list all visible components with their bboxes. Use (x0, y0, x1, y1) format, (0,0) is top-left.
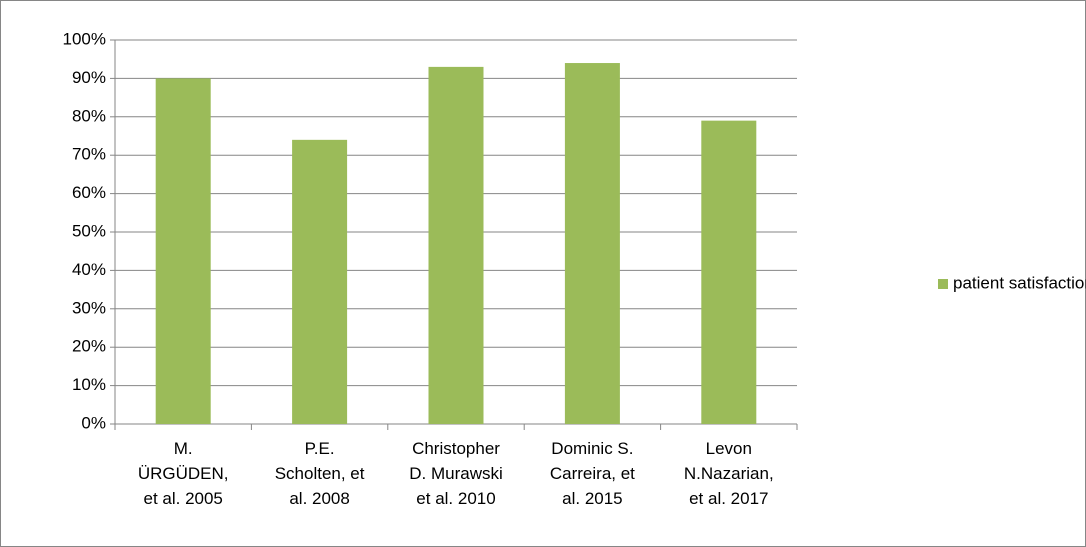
y-tick-label: 30% (72, 298, 106, 317)
x-tick-label: Dominic S. Carreira, et al. 2015 (549, 439, 635, 508)
y-tick-label: 90% (72, 68, 106, 87)
y-tick-label: 0% (81, 413, 106, 432)
y-tick-label: 100% (63, 29, 106, 48)
y-tick-label: 20% (72, 337, 106, 356)
x-tick-label: Christopher D. Murawski et al. 2010 (409, 439, 503, 508)
x-tick-label: P.E. Scholten, et al. 2008 (274, 439, 365, 508)
bar (155, 78, 211, 425)
y-tick-label: 50% (72, 221, 106, 240)
y-tick-label: 60% (72, 183, 106, 202)
bar (564, 63, 620, 424)
bar (292, 139, 348, 424)
y-tick-label: 70% (72, 145, 106, 164)
y-tick-label: 80% (72, 106, 106, 125)
legend-label: patient satisfaction (953, 273, 1086, 292)
y-tick-label: 10% (72, 375, 106, 394)
x-tick-label: M. ÜRGÜDEN, et al. 2005 (137, 439, 229, 508)
legend-swatch (938, 279, 948, 289)
x-tick-label: Levon N.Nazarian, et al. 2017 (683, 439, 774, 508)
bar (428, 66, 484, 424)
bar (701, 120, 757, 424)
y-tick-label: 40% (72, 260, 106, 279)
